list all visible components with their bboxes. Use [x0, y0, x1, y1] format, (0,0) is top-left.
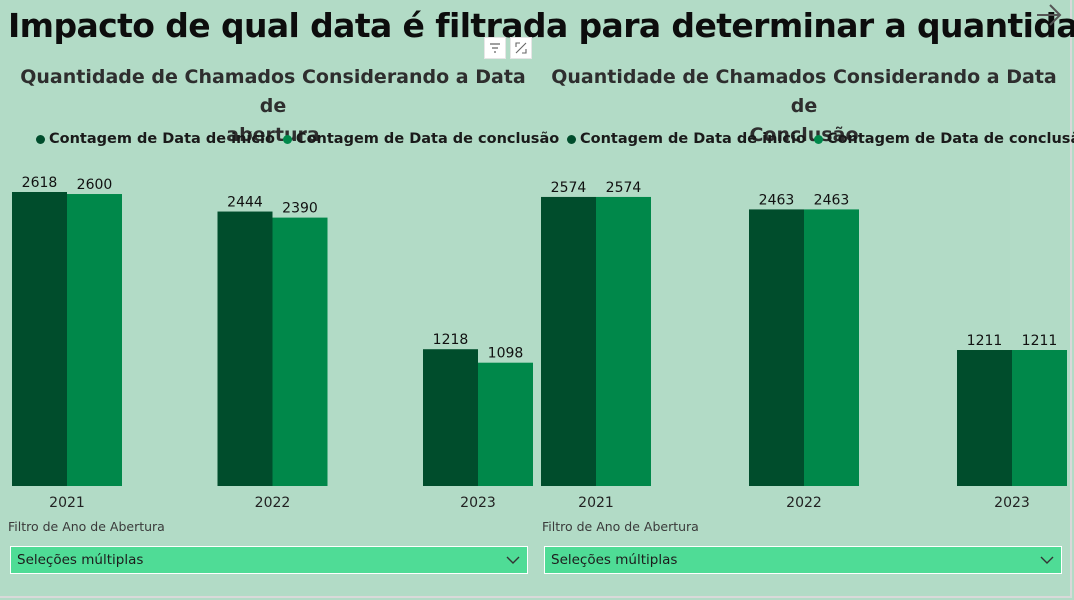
- data-label: 1211: [1022, 333, 1058, 349]
- chart-legend: Contagem de Data de início Contagem de D…: [36, 131, 559, 147]
- data-label: 2574: [551, 180, 587, 196]
- bar[interactable]: [12, 192, 67, 486]
- chart-title-line-1: Quantidade de Chamados Considerando a Da…: [551, 66, 1057, 117]
- legend-label: Contagem de Data de conclusão: [826, 131, 1074, 147]
- bar[interactable]: [541, 196, 596, 487]
- x-tick-label: 2021: [49, 495, 85, 511]
- filter-icon[interactable]: [484, 37, 506, 59]
- bar-chart: 2574 2574 2021 2463 2463 2022 1211 1211 2023: [541, 180, 1067, 511]
- visual-header: [484, 37, 532, 59]
- legend-item[interactable]: Contagem de Data de início: [567, 131, 806, 147]
- chart-title-line-2: abertura: [226, 124, 320, 146]
- bar[interactable]: [67, 194, 122, 486]
- legend-dot-icon: [567, 134, 576, 144]
- x-tick-label: 2022: [786, 495, 822, 511]
- data-label: 2390: [282, 201, 318, 217]
- bar[interactable]: [217, 211, 273, 486]
- year-filter-dropdown[interactable]: Seleções múltiplas: [10, 546, 528, 574]
- bar[interactable]: [272, 217, 328, 486]
- legend-item[interactable]: Contagem de Data de início: [36, 131, 275, 147]
- chart-legend: Contagem de Data de início Contagem de D…: [567, 131, 1074, 147]
- slicer-label: Filtro de Ano de Abertura: [8, 519, 165, 534]
- x-tick-label: 2023: [994, 495, 1030, 511]
- bar[interactable]: [478, 362, 533, 486]
- legend-label: Contagem de Data de início: [580, 131, 806, 147]
- data-label: 2444: [227, 195, 263, 211]
- data-label: 2463: [814, 192, 850, 208]
- legend-dot-icon: [813, 134, 823, 144]
- page-title: Impacto de qual data é filtrada para det…: [8, 6, 1074, 45]
- focus-mode-icon[interactable]: [510, 37, 532, 59]
- chart-title: Quantidade de Chamados Considerando a Da…: [544, 63, 1064, 150]
- slicer-value: Seleções múltiplas: [551, 552, 678, 568]
- chart-title: Quantidade de Chamados Considerando a Da…: [13, 63, 533, 150]
- legend-item[interactable]: Contagem de Data de conclusão: [282, 131, 560, 147]
- bar[interactable]: [423, 349, 478, 486]
- bar[interactable]: [957, 350, 1012, 486]
- arrow-right-icon[interactable]: [1034, 2, 1064, 28]
- data-label: 2618: [22, 175, 58, 191]
- data-label: 1211: [967, 333, 1003, 349]
- chevron-down-icon: [506, 556, 520, 564]
- x-tick-label: 2023: [460, 495, 496, 511]
- legend-dot-icon: [282, 134, 292, 144]
- slicer-value: Seleções múltiplas: [17, 552, 144, 568]
- data-label: 2600: [77, 177, 113, 193]
- data-label: 2463: [759, 192, 795, 208]
- bar[interactable]: [749, 209, 804, 486]
- bar[interactable]: [804, 209, 859, 486]
- legend-label: Contagem de Data de início: [49, 131, 275, 147]
- slicer-label: Filtro de Ano de Abertura: [542, 519, 699, 534]
- data-label: 2574: [606, 180, 642, 196]
- chevron-down-icon: [1040, 556, 1054, 564]
- year-filter-dropdown[interactable]: Seleções múltiplas: [544, 546, 1062, 574]
- bar[interactable]: [1012, 350, 1067, 486]
- legend-label: Contagem de Data de conclusão: [295, 131, 560, 147]
- x-tick-label: 2022: [255, 495, 291, 511]
- x-tick-label: 2021: [578, 495, 614, 511]
- bar-chart: 2618 2600 2021 2444 2390 2022 1218 1098 2023: [12, 175, 533, 511]
- data-label: 1218: [433, 332, 469, 348]
- bar[interactable]: [596, 196, 651, 487]
- legend-dot-icon: [36, 134, 45, 144]
- legend-item[interactable]: Contagem de Data de conclusão: [813, 131, 1074, 147]
- chart-title-line-2: Conclusão: [749, 124, 859, 146]
- chart-title-line-1: Quantidade de Chamados Considerando a Da…: [20, 66, 526, 117]
- data-label: 1098: [488, 346, 524, 362]
